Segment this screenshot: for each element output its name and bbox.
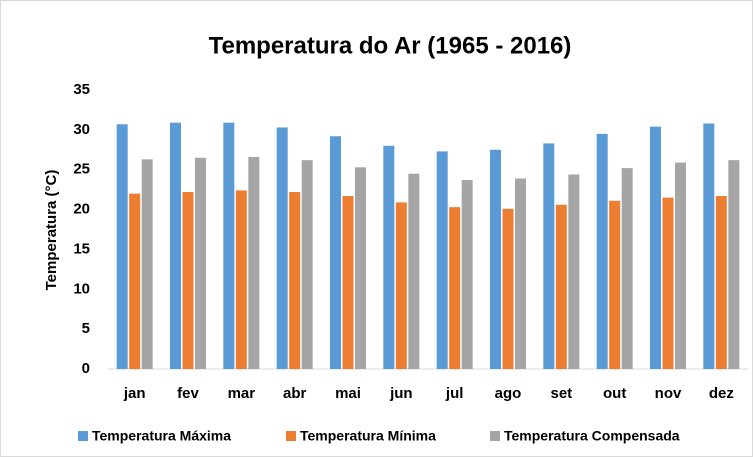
- x-tick-label: abr: [283, 385, 307, 402]
- bar: [342, 196, 354, 369]
- bar: [408, 173, 420, 369]
- bar: [621, 168, 633, 369]
- legend-label: Temperatura Mínima: [300, 428, 436, 444]
- bar: [703, 123, 715, 369]
- bar: [596, 133, 608, 369]
- bar: [728, 160, 740, 369]
- x-tick-label: jan: [123, 385, 146, 402]
- bar: [650, 126, 661, 369]
- x-tick-label: mar: [228, 385, 256, 402]
- bar: [395, 202, 407, 369]
- bar: [543, 143, 555, 369]
- bar: [301, 160, 313, 369]
- bar: [436, 151, 448, 369]
- legend-label: Temperatura Máxima: [92, 428, 231, 444]
- legend-swatch: [490, 431, 500, 441]
- bar: [662, 197, 674, 369]
- bar: [170, 122, 181, 369]
- legend-swatch: [78, 431, 88, 441]
- bar: [182, 192, 194, 369]
- bar: [355, 167, 366, 369]
- y-tick-label: 20: [73, 201, 90, 218]
- bar: [461, 180, 473, 369]
- y-tick-label: 25: [73, 161, 90, 178]
- y-tick-label: 35: [73, 81, 90, 98]
- y-tick-label: 0: [82, 360, 90, 377]
- bar: [555, 204, 567, 369]
- bar: [515, 178, 526, 369]
- chart-title: Temperatura do Ar (1965 - 2016): [209, 32, 572, 59]
- bar: [116, 124, 128, 369]
- bar: [289, 192, 301, 369]
- x-tick-label: set: [550, 385, 572, 402]
- x-tick-label: dez: [709, 385, 734, 402]
- bar: [568, 174, 580, 369]
- bar: [330, 136, 341, 369]
- x-tick-label: nov: [655, 385, 682, 402]
- bar: [502, 208, 514, 369]
- bar: [490, 149, 501, 369]
- bar: [609, 200, 621, 369]
- y-tick-label: 30: [73, 121, 90, 138]
- x-tick-label: mai: [335, 385, 361, 402]
- x-tick-label: out: [603, 385, 626, 402]
- bar: [383, 145, 395, 369]
- bar: [449, 207, 461, 369]
- bar: [195, 157, 206, 369]
- bar: [675, 162, 686, 369]
- y-tick-label: 10: [73, 280, 90, 297]
- bar: [235, 190, 247, 369]
- x-tick-label: jun: [389, 385, 413, 402]
- legend-swatch: [286, 431, 296, 441]
- y-axis-label: Temperatura (°C): [43, 170, 60, 291]
- x-tick-label: jul: [445, 385, 464, 402]
- bar: [141, 159, 153, 369]
- x-tick-label: ago: [495, 385, 522, 402]
- y-tick-label: 5: [82, 320, 90, 337]
- bar: [715, 196, 727, 369]
- legend-label: Temperatura Compensada: [504, 428, 680, 444]
- x-tick-label: fev: [177, 385, 199, 402]
- bar: [223, 122, 235, 369]
- bar: [129, 193, 141, 369]
- bar: [248, 156, 260, 369]
- bar: [276, 127, 288, 369]
- y-tick-label: 15: [73, 240, 90, 257]
